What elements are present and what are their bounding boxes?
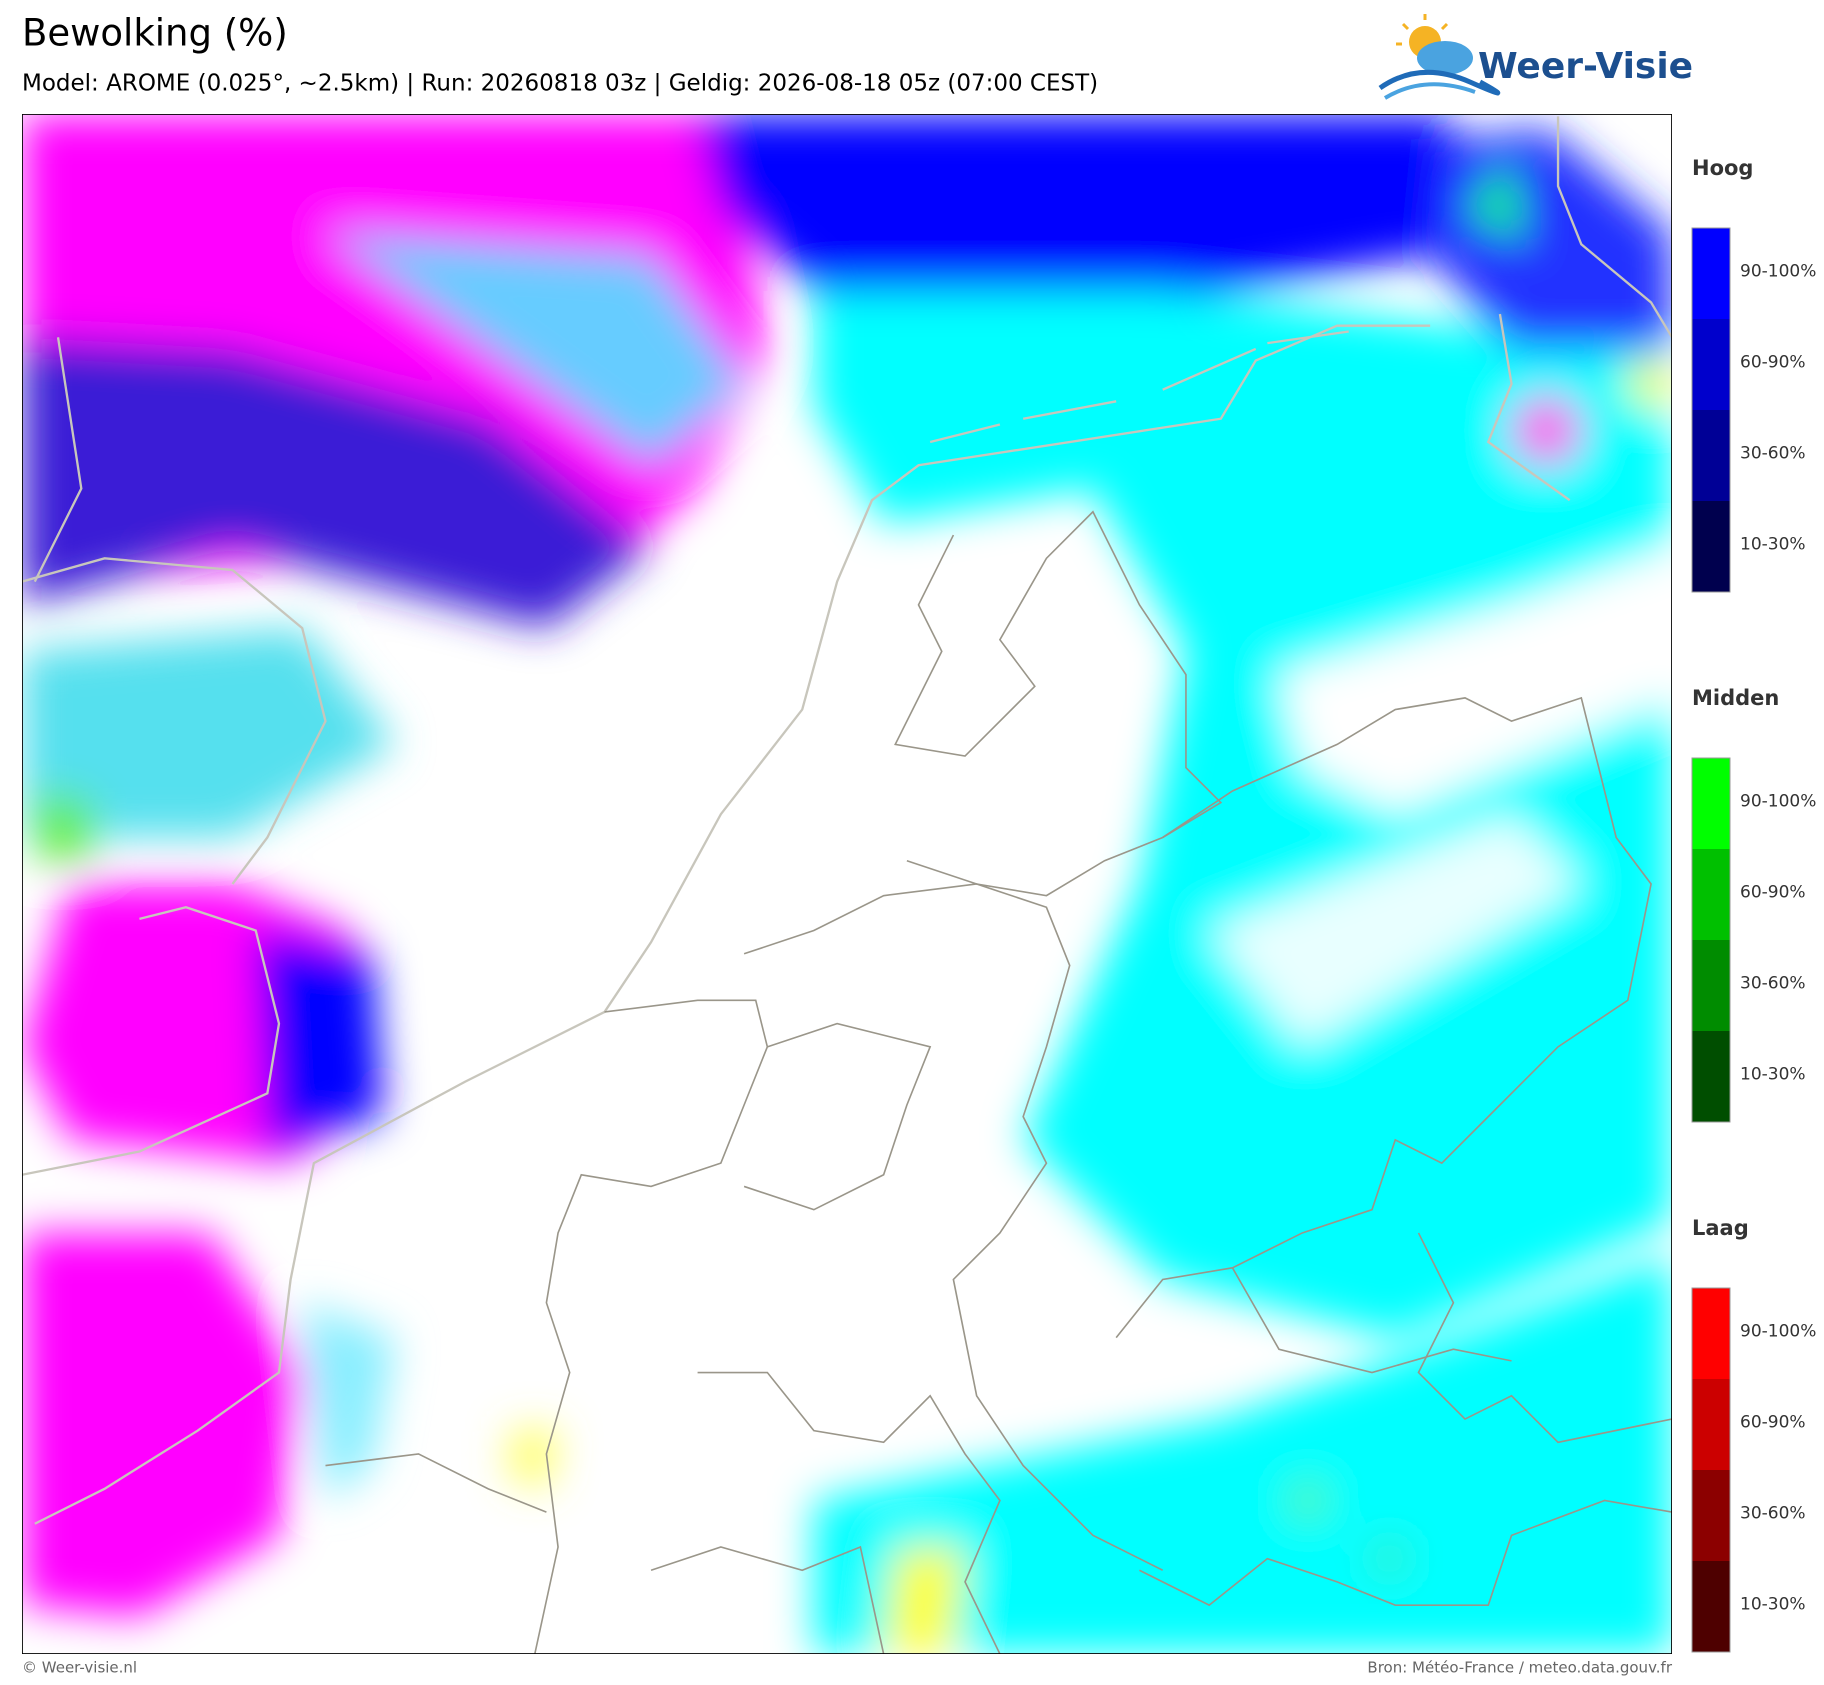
legend-label: 30-60% bbox=[1740, 1504, 1806, 1524]
legend-swatch bbox=[1692, 940, 1730, 1031]
legend-label: 30-60% bbox=[1740, 974, 1806, 994]
legend-title: Midden bbox=[1692, 686, 1779, 710]
legend-swatch bbox=[1692, 501, 1730, 592]
legend-title: Laag bbox=[1692, 1216, 1749, 1240]
legend-swatch bbox=[1692, 1561, 1730, 1652]
legend-swatch bbox=[1692, 1031, 1730, 1122]
legend-label: 90-100% bbox=[1740, 262, 1816, 282]
legend-frame bbox=[1691, 227, 1731, 593]
legend-swatch bbox=[1692, 1288, 1730, 1379]
legend-swatch bbox=[1692, 410, 1730, 501]
legend-swatch bbox=[1692, 1379, 1730, 1470]
legend-swatch bbox=[1692, 319, 1730, 410]
legend-label: 90-100% bbox=[1740, 1322, 1816, 1342]
logo-text: Weer-Visie bbox=[1478, 46, 1693, 87]
legend-frame bbox=[1691, 757, 1731, 1123]
legend-frame bbox=[1691, 1287, 1731, 1653]
legend-title: Hoog bbox=[1692, 156, 1753, 180]
legend-label: 60-90% bbox=[1740, 1413, 1806, 1433]
legend-label: 10-30% bbox=[1740, 1595, 1806, 1615]
legend-label: 10-30% bbox=[1740, 535, 1806, 555]
legend-label: 10-30% bbox=[1740, 1065, 1806, 1085]
legend-swatch bbox=[1692, 1470, 1730, 1561]
map bbox=[22, 114, 1672, 1654]
footer-left: © Weer-visie.nl bbox=[22, 1659, 137, 1677]
legend-swatch bbox=[1692, 849, 1730, 940]
legend-label: 60-90% bbox=[1740, 353, 1806, 373]
legend-swatch bbox=[1692, 758, 1730, 849]
title: Bewolking (%) bbox=[22, 12, 288, 55]
logo: Weer-Visie bbox=[1378, 14, 1693, 100]
footer-right: Bron: Météo-France / meteo.data.gouv.fr bbox=[1367, 1659, 1672, 1677]
subtitle: Model: AROME (0.025°, ~2.5km) | Run: 202… bbox=[22, 71, 1098, 97]
legend-swatch bbox=[1692, 228, 1730, 319]
legend-label: 60-90% bbox=[1740, 883, 1806, 903]
legend-label: 90-100% bbox=[1740, 792, 1816, 812]
legend-label: 30-60% bbox=[1740, 444, 1806, 464]
